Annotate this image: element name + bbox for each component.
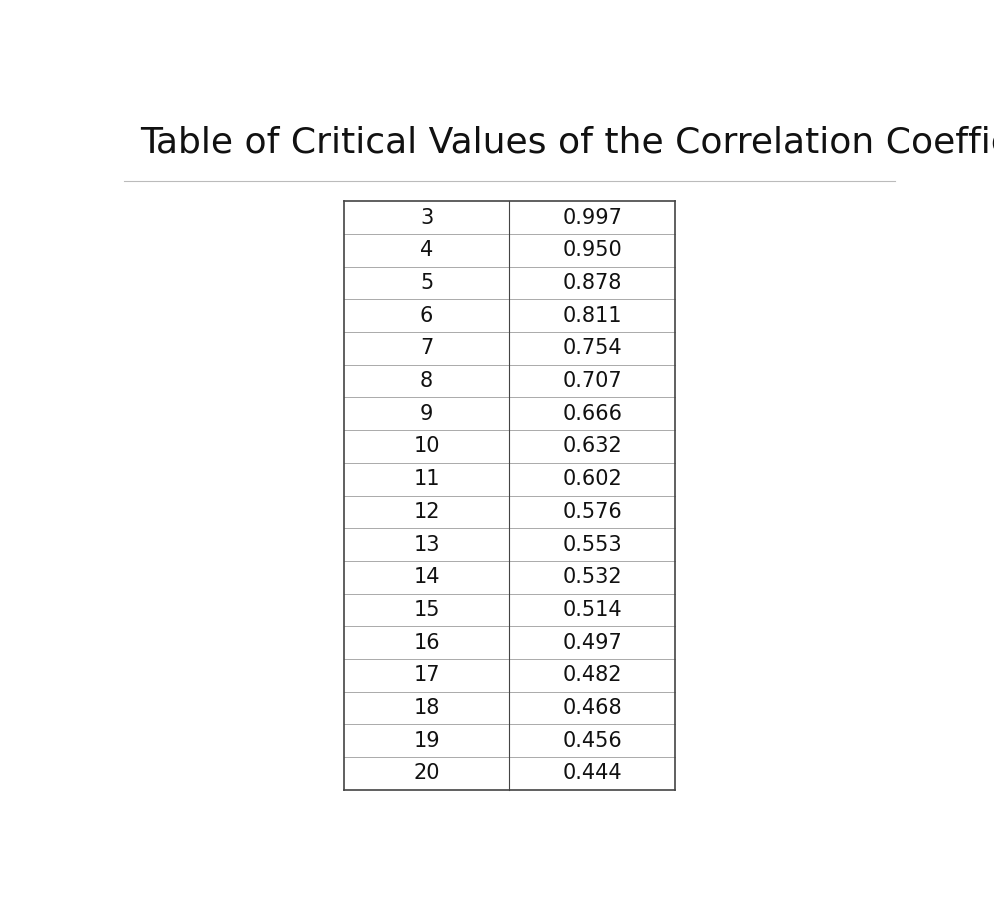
- Text: 6: 6: [419, 306, 433, 325]
- Text: 8: 8: [420, 371, 433, 391]
- Text: Table of Critical Values of the Correlation Coefficient: Table of Critical Values of the Correlat…: [139, 125, 994, 159]
- Text: 17: 17: [414, 665, 440, 685]
- Text: 0.602: 0.602: [563, 469, 622, 489]
- Text: 13: 13: [414, 535, 440, 555]
- Text: 0.666: 0.666: [563, 404, 622, 423]
- Text: 0.553: 0.553: [563, 535, 622, 555]
- Text: 0.878: 0.878: [563, 273, 622, 293]
- Text: 0.514: 0.514: [563, 600, 622, 620]
- Text: 0.707: 0.707: [563, 371, 622, 391]
- Text: 12: 12: [414, 502, 440, 522]
- Text: 19: 19: [414, 731, 440, 751]
- Text: 3: 3: [420, 208, 433, 227]
- Text: 4: 4: [420, 240, 433, 261]
- Text: 18: 18: [414, 698, 439, 718]
- Text: 15: 15: [414, 600, 440, 620]
- Text: 0.532: 0.532: [563, 567, 622, 587]
- Text: 10: 10: [414, 437, 440, 457]
- Text: 5: 5: [420, 273, 433, 293]
- Text: 0.482: 0.482: [563, 665, 622, 685]
- Text: 0.811: 0.811: [563, 306, 622, 325]
- Text: 11: 11: [414, 469, 440, 489]
- Text: 0.997: 0.997: [563, 208, 622, 227]
- Text: 0.950: 0.950: [563, 240, 622, 261]
- Text: 20: 20: [414, 763, 440, 783]
- Text: 0.468: 0.468: [563, 698, 622, 718]
- Text: 0.444: 0.444: [563, 763, 622, 783]
- Text: 0.456: 0.456: [563, 731, 622, 751]
- Text: 14: 14: [414, 567, 440, 587]
- Text: 0.754: 0.754: [563, 338, 622, 359]
- Text: 7: 7: [420, 338, 433, 359]
- Text: 9: 9: [419, 404, 433, 423]
- Text: 0.632: 0.632: [563, 437, 622, 457]
- Text: 16: 16: [414, 633, 440, 653]
- Text: 0.497: 0.497: [563, 633, 622, 653]
- Text: 0.576: 0.576: [563, 502, 622, 522]
